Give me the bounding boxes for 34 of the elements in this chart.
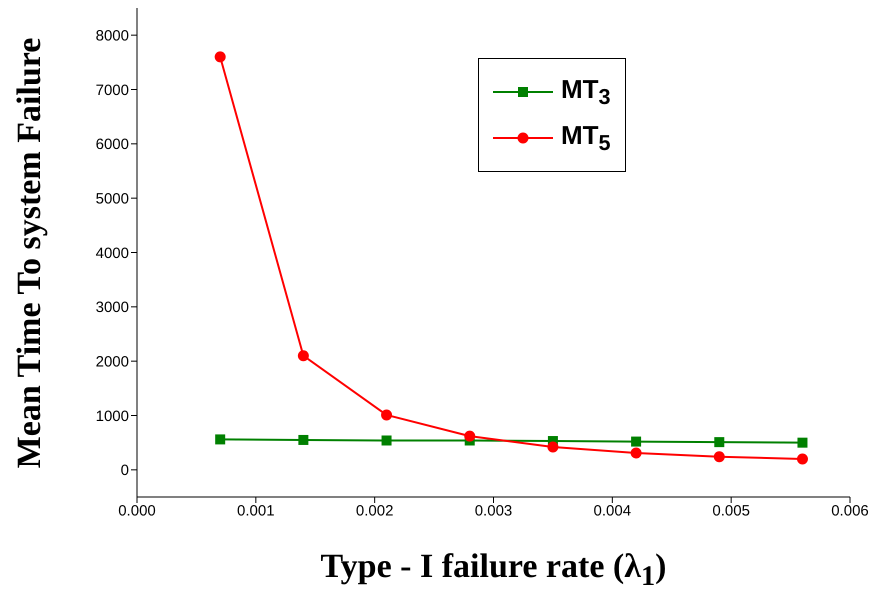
point <box>631 436 642 447</box>
y-tick-label: 5000 <box>96 190 129 208</box>
y-tick-label: 6000 <box>96 136 129 154</box>
x-tick-label: 0.006 <box>831 502 869 520</box>
x-tick-label: 0.004 <box>594 502 632 520</box>
point <box>215 434 226 444</box>
y-axis-title: Mean Time To system Failure <box>11 38 49 468</box>
point <box>298 350 309 362</box>
x-tick-label: 0.000 <box>118 502 156 520</box>
point <box>547 442 558 453</box>
point <box>630 447 642 458</box>
y-tick-label: 0 <box>120 462 129 480</box>
x-tick-label: 0.001 <box>237 502 275 520</box>
y-tick-label: 1000 <box>96 408 129 425</box>
x-axis-title: Type - I failure rate (λ$_{1}$) <box>320 548 668 593</box>
y-tick-label: 3000 <box>96 299 129 316</box>
point <box>298 434 308 445</box>
point <box>796 453 808 464</box>
x-tick-label: 0.005 <box>712 502 750 520</box>
point <box>464 430 476 442</box>
point <box>714 437 724 448</box>
y-tick-label: 2000 <box>96 353 129 370</box>
point <box>382 435 392 446</box>
y-tick-label: 4000 <box>96 244 129 262</box>
point <box>797 438 808 448</box>
legend-label: MT$_{3}$ <box>561 74 611 110</box>
y-tick-label: 7000 <box>96 82 129 99</box>
point <box>381 409 392 420</box>
point <box>214 51 226 62</box>
point <box>714 451 725 462</box>
x-tick-label: 0.003 <box>474 502 512 520</box>
y-tick-label: 8000 <box>96 27 129 44</box>
legend-label: MT$_{5}$ <box>561 120 611 156</box>
x-tick-label: 0.002 <box>356 502 394 520</box>
